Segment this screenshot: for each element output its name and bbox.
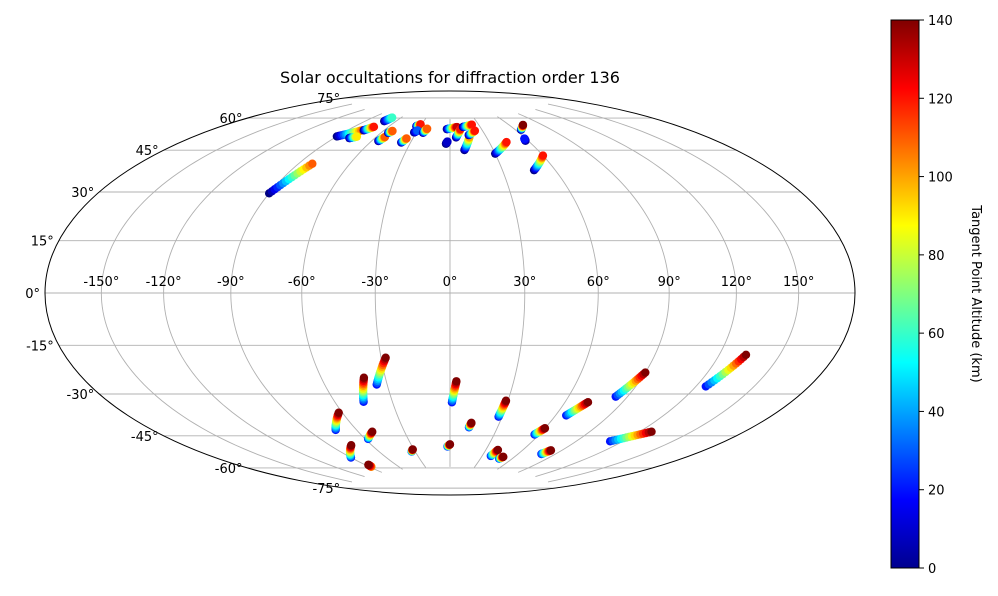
colorbar — [890, 19, 920, 569]
latitude-tick-label: -75° — [312, 482, 340, 497]
longitude-tick-label: 60° — [587, 275, 610, 290]
occultation-point — [502, 137, 511, 147]
latitude-tick-label: 60° — [219, 112, 242, 127]
colorbar-ticks: 0 20 40 60 80 100 120 140 — [919, 14, 953, 577]
occultation-point — [647, 427, 656, 436]
occultation-point — [493, 445, 503, 455]
occultation-point — [741, 350, 751, 359]
occultation-point — [364, 460, 373, 469]
latitude-tick-label: 30° — [71, 186, 94, 201]
occultation-point — [538, 151, 548, 160]
latitude-tick-label: 75° — [317, 92, 340, 107]
longitude-tick-label: 90° — [658, 275, 681, 290]
latitude-tick-label: 15° — [31, 235, 54, 250]
colorbar-tick-label: 80 — [928, 249, 945, 264]
colorbar-tick-label: 60 — [928, 327, 945, 342]
occultation-point — [445, 440, 455, 449]
longitude-tick-label: -30° — [361, 275, 389, 290]
occultation-point — [308, 159, 317, 168]
occultation-point — [347, 441, 356, 450]
occultation-point — [546, 446, 556, 455]
latitude-tick-label: -60° — [215, 462, 243, 477]
occultation-point — [368, 427, 377, 436]
occultation-point — [452, 377, 461, 386]
longitude-tick-label: -60° — [288, 275, 316, 290]
occultation-point — [387, 113, 397, 122]
colorbar-label: Tangent Point Altitude (km) — [968, 204, 983, 382]
occultation-point — [501, 396, 511, 405]
colorbar-tick-label: 100 — [928, 171, 953, 186]
occultation-point — [334, 408, 343, 417]
occultation-points — [264, 113, 751, 471]
longitude-tick-label: 120° — [721, 275, 752, 290]
occultation-point — [641, 368, 650, 377]
chart-title: Solar occultations for diffraction order… — [280, 68, 620, 87]
colorbar-tick-label: 140 — [928, 14, 953, 29]
latitude-tick-label: 0° — [25, 287, 40, 302]
map-boundary — [44, 90, 856, 496]
longitude-tick-label: -120° — [146, 275, 182, 290]
occultation-point — [470, 126, 480, 135]
colorbar-tick-label: 0 — [928, 562, 936, 577]
occultation-point — [583, 398, 593, 407]
longitude-tick-labels: -150° -120° -90° -60° -30° 0° 30° 60° 90° 120° 150… — [83, 275, 814, 290]
occultation-point — [467, 418, 476, 428]
latitude-tick-label: -45° — [131, 430, 159, 445]
occultation-point — [443, 137, 452, 146]
occultation-point — [499, 452, 508, 462]
graticule — [45, 97, 855, 489]
occultation-point — [422, 124, 432, 133]
longitude-tick-label: 150° — [783, 275, 814, 290]
latitude-tick-label: -15° — [26, 339, 54, 354]
occultation-point — [518, 120, 528, 130]
occultation-point — [402, 134, 411, 143]
longitude-tick-label: 0° — [443, 275, 458, 290]
occultation-point — [359, 373, 369, 382]
longitude-tick-label: -90° — [217, 275, 245, 290]
occultation-point — [388, 126, 397, 136]
occultation-point — [540, 424, 550, 433]
colorbar-tick-label: 20 — [928, 484, 945, 499]
occultation-point — [369, 122, 379, 132]
latitude-tick-label: -30° — [67, 388, 95, 403]
occultation-point — [381, 353, 390, 362]
longitude-tick-label: -150° — [83, 275, 119, 290]
colorbar-tick-label: 120 — [928, 92, 953, 107]
colorbar-tick-label: 40 — [928, 405, 945, 420]
latitude-tick-label: 45° — [136, 144, 159, 159]
occultation-point — [520, 134, 529, 143]
occultation-point — [408, 445, 417, 454]
latitude-tick-labels: 75° 60° 45° 30° 15° 0° -15° -30° -45° -60° -75° — [25, 92, 340, 497]
longitude-tick-label: 30° — [513, 275, 536, 290]
occultation-point — [352, 132, 362, 141]
